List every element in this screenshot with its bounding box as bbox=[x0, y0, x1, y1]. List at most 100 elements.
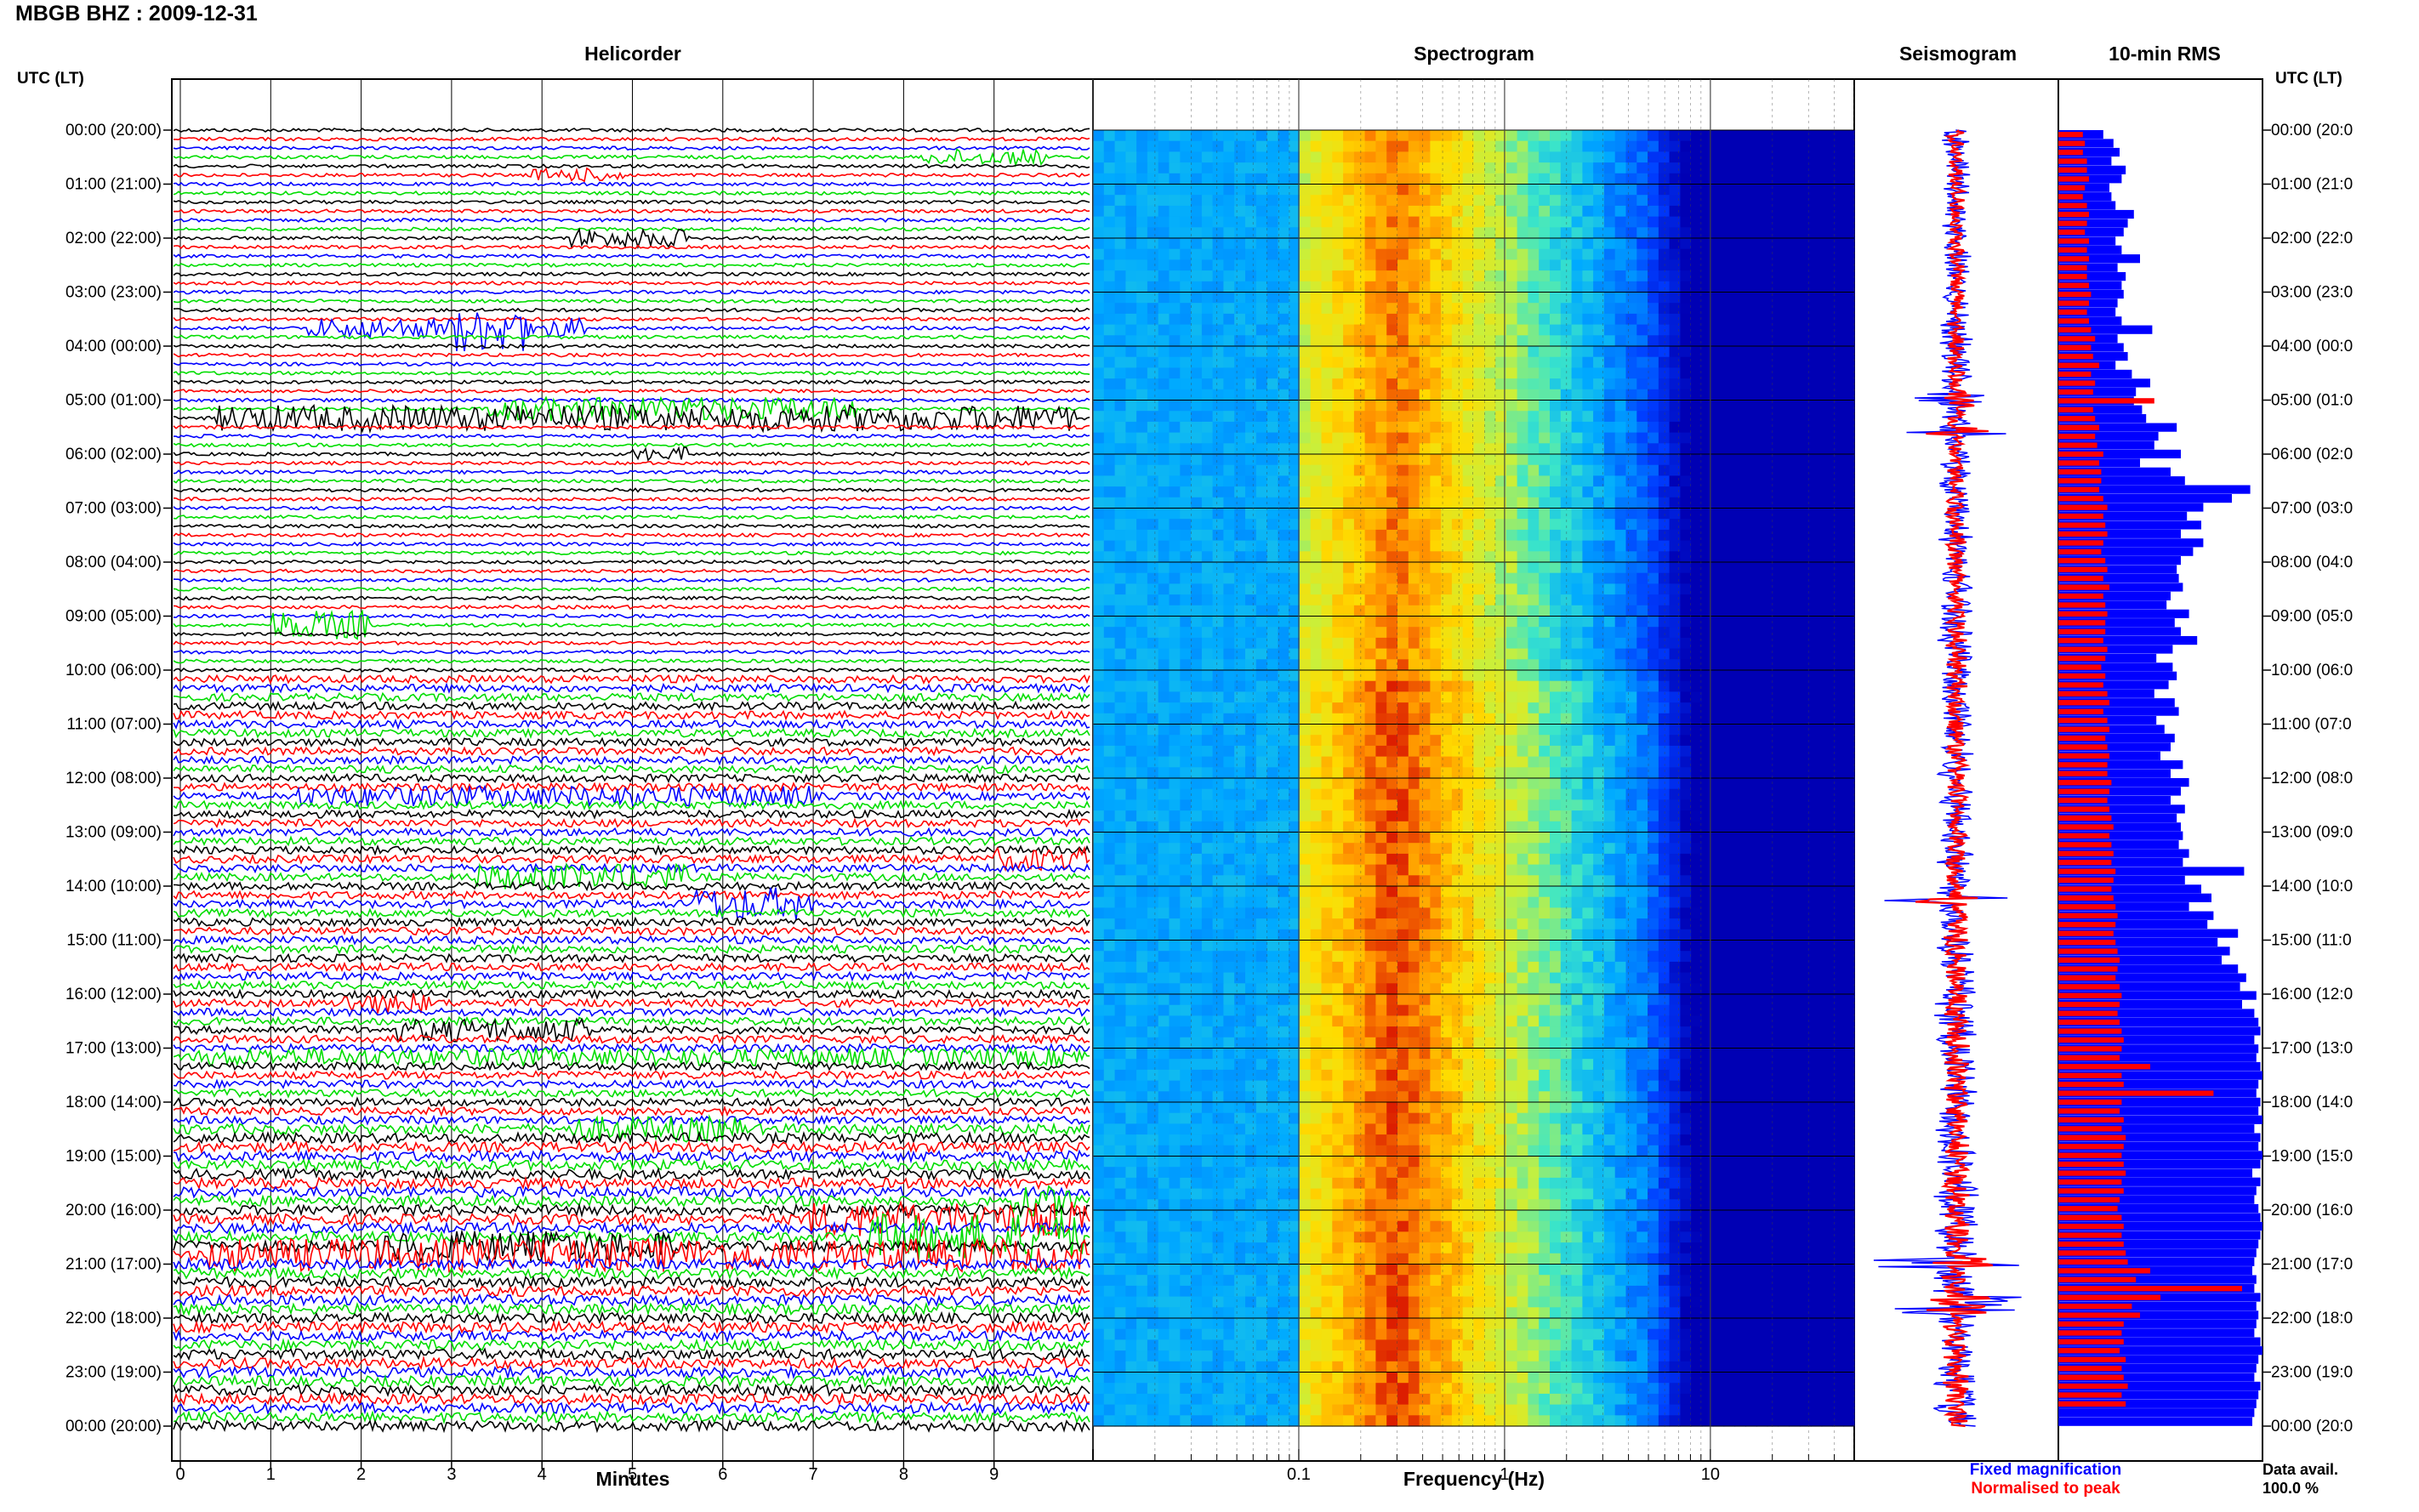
spectrogram-cell bbox=[1375, 508, 1387, 520]
spectrogram-cell bbox=[1278, 756, 1289, 768]
spectrogram-cell bbox=[1528, 767, 1540, 779]
spectrogram-cell bbox=[1789, 594, 1801, 606]
spectrogram-cell bbox=[1245, 821, 1257, 833]
spectrogram-cell bbox=[1441, 389, 1453, 401]
spectrogram-cell bbox=[1778, 637, 1790, 650]
spectrogram-cell bbox=[1625, 648, 1637, 660]
spectrogram-cell bbox=[1658, 778, 1671, 790]
spectrogram-cell bbox=[1593, 162, 1605, 174]
spectrogram-cell bbox=[1299, 691, 1312, 703]
spectrogram-cell bbox=[1125, 735, 1137, 747]
spectrogram-cell bbox=[1756, 356, 1768, 368]
spectrogram-cell bbox=[1495, 659, 1507, 671]
spectrogram-cell bbox=[1289, 184, 1301, 196]
spectrogram-cell bbox=[1648, 389, 1659, 401]
spectrogram-cell bbox=[1712, 713, 1725, 725]
spectrogram-cell bbox=[1778, 680, 1790, 692]
spectrogram-cell bbox=[1397, 616, 1409, 628]
spectrogram-cell bbox=[1419, 162, 1431, 174]
spectrogram-cell bbox=[1299, 173, 1312, 185]
spectrogram-cell bbox=[1212, 799, 1224, 811]
spectrogram-cell bbox=[1310, 389, 1323, 401]
spectrogram-cell bbox=[1321, 162, 1333, 174]
spectrogram-cell bbox=[1364, 162, 1376, 174]
spectrogram-cell bbox=[1539, 659, 1551, 671]
spectrogram-cell bbox=[1310, 562, 1323, 574]
spectrogram-cell bbox=[1419, 227, 1431, 239]
spectrogram-cell bbox=[1397, 810, 1409, 822]
spectrogram-cell bbox=[1180, 378, 1192, 390]
spectrogram-cell bbox=[1169, 843, 1181, 855]
spectrogram-cell bbox=[1451, 605, 1464, 617]
spectrogram-cell bbox=[1093, 497, 1105, 509]
spectrogram-cell bbox=[1636, 680, 1648, 692]
spectrogram-cell bbox=[1299, 648, 1312, 660]
spectrogram-cell bbox=[1702, 411, 1714, 423]
spectrogram-cell bbox=[1462, 637, 1475, 650]
spectrogram-cell bbox=[1636, 281, 1648, 293]
spectrogram-cell bbox=[1821, 421, 1833, 434]
helicorder-trace bbox=[173, 496, 1090, 503]
spectrogram-cell bbox=[1266, 691, 1278, 703]
spectrogram-cell bbox=[1603, 173, 1616, 185]
spectrogram-cell bbox=[1093, 713, 1105, 725]
spectrogram-cell bbox=[1103, 508, 1116, 520]
spectrogram-cell bbox=[1408, 540, 1420, 552]
spectrogram-cell bbox=[1245, 508, 1257, 520]
spectrogram-cell bbox=[1821, 562, 1833, 574]
spectrogram-cell bbox=[1756, 367, 1768, 379]
spectrogram-cell bbox=[1658, 648, 1671, 660]
spectrogram-cell bbox=[1539, 832, 1551, 844]
spectrogram-cell bbox=[1158, 810, 1170, 822]
spectrogram-cell bbox=[1517, 464, 1528, 476]
spectrogram-cell bbox=[1505, 551, 1518, 563]
spectrogram-cell bbox=[1180, 680, 1192, 692]
spectrogram-cell bbox=[1505, 162, 1518, 174]
spectrogram-cell bbox=[1484, 832, 1496, 844]
spectrogram-cell bbox=[1419, 432, 1431, 444]
spectrogram-cell bbox=[1680, 843, 1692, 855]
spectrogram-cell bbox=[1125, 216, 1137, 228]
spectrogram-cell bbox=[1169, 454, 1181, 466]
spectrogram-cell bbox=[1539, 853, 1551, 866]
spectrogram-cell bbox=[1680, 432, 1692, 444]
spectrogram-cell bbox=[1560, 130, 1573, 142]
spectrogram-cell bbox=[1299, 519, 1312, 531]
spectrogram-cell bbox=[1528, 810, 1540, 822]
spectrogram-cell bbox=[1723, 464, 1735, 476]
spectrogram-cell bbox=[1136, 162, 1148, 174]
spectrogram-cell bbox=[1636, 303, 1648, 315]
spectrogram-cell bbox=[1245, 670, 1257, 682]
spectrogram-cell bbox=[1430, 670, 1442, 682]
spectrogram-cell bbox=[1386, 529, 1398, 542]
spectrogram-cell bbox=[1332, 151, 1344, 163]
spectrogram-cell bbox=[1462, 680, 1475, 692]
spectrogram-cell bbox=[1832, 724, 1844, 736]
spectrogram-cell bbox=[1843, 788, 1855, 800]
spectrogram-cell bbox=[1505, 454, 1518, 466]
spectrogram-cell bbox=[1539, 227, 1551, 239]
spectrogram-cell bbox=[1625, 270, 1637, 282]
spectrogram-cell bbox=[1691, 475, 1703, 487]
spectrogram-cell bbox=[1278, 788, 1289, 800]
spectrogram-cell bbox=[1593, 216, 1605, 228]
spectrogram-cell bbox=[1321, 259, 1333, 271]
spectrogram-cell bbox=[1212, 130, 1224, 142]
spectrogram-cell bbox=[1430, 572, 1442, 584]
spectrogram-cell bbox=[1419, 540, 1431, 552]
spectrogram-cell bbox=[1158, 281, 1170, 293]
spectrogram-cell bbox=[1582, 519, 1594, 531]
spectrogram-cell bbox=[1147, 140, 1159, 152]
spectrogram-cell bbox=[1691, 810, 1703, 822]
spectrogram-cell bbox=[1299, 810, 1312, 822]
spectrogram-cell bbox=[1408, 151, 1420, 163]
spectrogram-cell bbox=[1245, 356, 1257, 368]
spectrogram-cell bbox=[1430, 346, 1442, 358]
spectrogram-cell bbox=[1636, 778, 1648, 790]
spectrogram-cell bbox=[1332, 605, 1344, 617]
spectrogram-cell bbox=[1266, 562, 1278, 574]
helicorder-trace bbox=[173, 523, 1090, 529]
spectrogram-cell bbox=[1723, 313, 1735, 326]
spectrogram-cell bbox=[1691, 443, 1703, 455]
spectrogram-cell bbox=[1810, 421, 1823, 434]
